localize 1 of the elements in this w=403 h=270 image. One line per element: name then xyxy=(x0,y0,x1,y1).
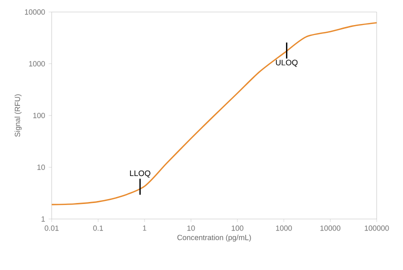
line-series xyxy=(51,22,378,206)
